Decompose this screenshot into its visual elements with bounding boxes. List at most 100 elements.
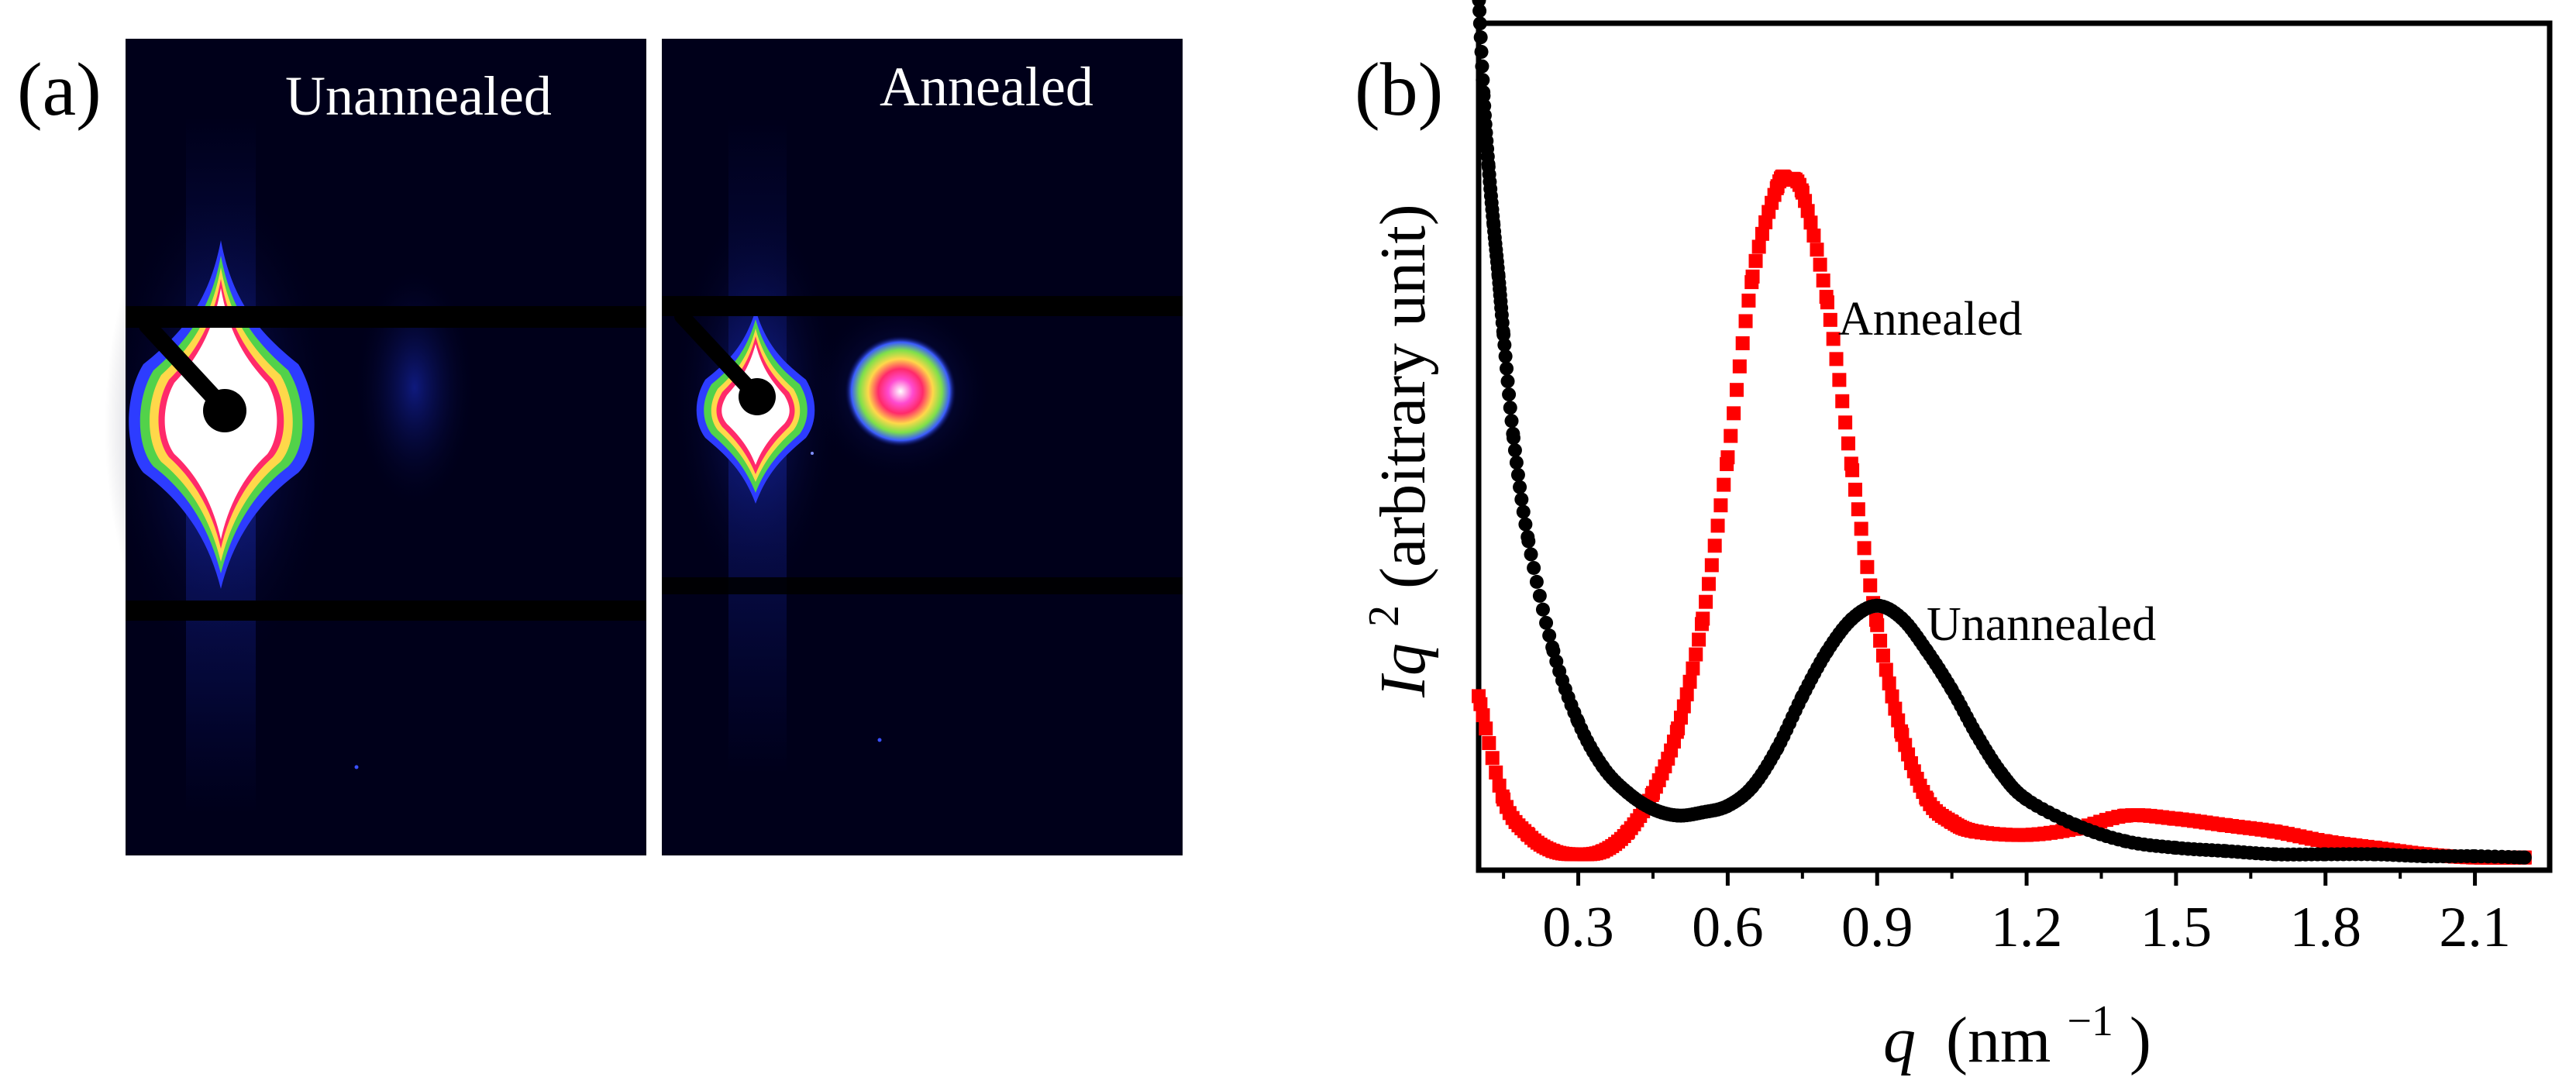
panel-b-label: (b) [1355,48,1443,132]
annealed-point [1835,394,1850,408]
annealed-point [1692,632,1706,647]
x-tick-label: 0.3 [1542,896,1614,959]
annealed-point [1803,215,1818,230]
unannealed-point [1513,480,1527,494]
annealed-point [1717,477,1731,492]
unannealed-point [1496,327,1511,342]
unannealed-point [1476,88,1491,103]
annealed-point [1701,576,1716,591]
annealed-point [1745,269,1760,284]
annealed-point [1823,312,1837,327]
unannealed-point [1497,338,1512,353]
annealed-point [1710,518,1725,533]
x-tick-label: 1.8 [2289,896,2361,959]
x-tick-label: 2.1 [2439,896,2511,959]
unannealed-point [1521,534,1536,549]
annealed-point [1879,663,1893,677]
y-axis-label-sup: 2 [1360,605,1408,627]
unannealed-point [1546,644,1561,659]
annealed-point [1473,697,1488,711]
annealed-point [1713,498,1728,513]
unannealed-point [2517,850,2532,865]
annealed-point [1816,273,1830,287]
annealed-point [1735,336,1750,351]
annealed-point [1848,482,1862,497]
x-axis-tick-labels: 0.3 0.6 0.9 1.2 1.5 1.8 2.1 [1542,896,2511,959]
annealed-point [1676,699,1691,714]
x-axis-label-var: q [1883,1004,1916,1076]
annealed-point [1751,239,1766,254]
annealed-point [1727,406,1741,421]
annealed-series [1472,169,2532,865]
unannealed-point [1503,401,1517,415]
annealed-point [1885,689,1899,704]
annealed-point [1863,578,1878,593]
annealed-point [1699,594,1713,609]
annealed-point [1479,721,1493,736]
annealed-point [1724,428,1738,443]
x-tick-label: 1.5 [2140,896,2213,959]
annealed-point [1476,708,1490,723]
unannealed-point [1532,588,1547,603]
annealed-point [1800,204,1815,219]
unannealed-point [1498,349,1513,363]
unannealed-point [1524,547,1538,562]
annealed-point [1755,226,1769,241]
unannealed-point [1535,602,1550,617]
unannealed-point [1542,628,1557,643]
plot-frame [1476,20,2553,873]
annealed-point [1888,701,1903,716]
annealed-point [1696,611,1710,626]
unannealed-point [1500,361,1514,376]
annealed-point [1832,373,1847,387]
unannealed-point [1474,44,1489,59]
annealed-point [1489,765,1503,780]
y-axis-label: Iq 2 (arbitrary unit) [1341,204,1439,698]
annealed-point [1891,713,1906,728]
annealed-point [1741,293,1756,308]
unannealed-point [1473,30,1488,45]
unannealed-point [1514,492,1529,507]
annealed-point [1873,633,1888,648]
annealed-point [1829,352,1844,367]
annealed-point [1679,687,1694,702]
annealed-point [1738,314,1753,329]
annealed-point [1810,243,1824,257]
annealed-point [1845,463,1860,477]
x-axis-ticks [1502,870,2478,886]
x-tick-label: 0.6 [1692,896,1764,959]
annealed-point [1682,674,1697,689]
unannealed-point [1506,431,1520,446]
x-axis-label: q (nm −1 ) [1883,978,2151,1076]
annealed-point [1806,228,1821,243]
annealed-point [1882,676,1896,691]
annealed-point [1492,778,1507,793]
panel-a-label: (a) [17,48,102,132]
x-axis-label-unit: (nm [1946,1004,2051,1076]
x-axis-label-close: ) [2130,1004,2151,1076]
annealed-image-title: Annealed [880,56,1093,118]
annealed-point [1860,559,1875,574]
annealed-point [1485,751,1500,766]
unannealed-point [1472,4,1487,19]
annealed-point [1720,450,1735,465]
unannealed-series [1472,0,2532,865]
y-axis-label-var: Iq [1367,643,1439,698]
annealed-point [1857,541,1872,556]
unannealed-point [1516,504,1531,519]
annealed-point [1826,332,1841,346]
annealed-point [1673,711,1688,725]
annealed-point [1820,295,1834,310]
annealed-point [1686,661,1700,676]
unannealed-point [1527,560,1541,575]
annealed-point [1813,257,1827,272]
unannealed-point [1472,16,1487,31]
annealed-point [1854,521,1868,536]
annealed-point [1707,539,1722,553]
unannealed-point [1509,455,1524,470]
unannealed-point [1475,59,1489,74]
annealed-point [1689,647,1703,662]
unannealed-point [1539,615,1554,630]
x-tick-label: 1.2 [1991,896,2063,959]
